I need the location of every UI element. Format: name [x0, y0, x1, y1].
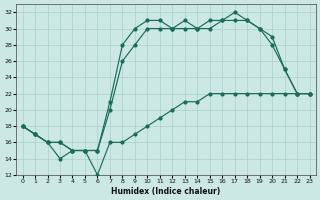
X-axis label: Humidex (Indice chaleur): Humidex (Indice chaleur) — [111, 187, 221, 196]
